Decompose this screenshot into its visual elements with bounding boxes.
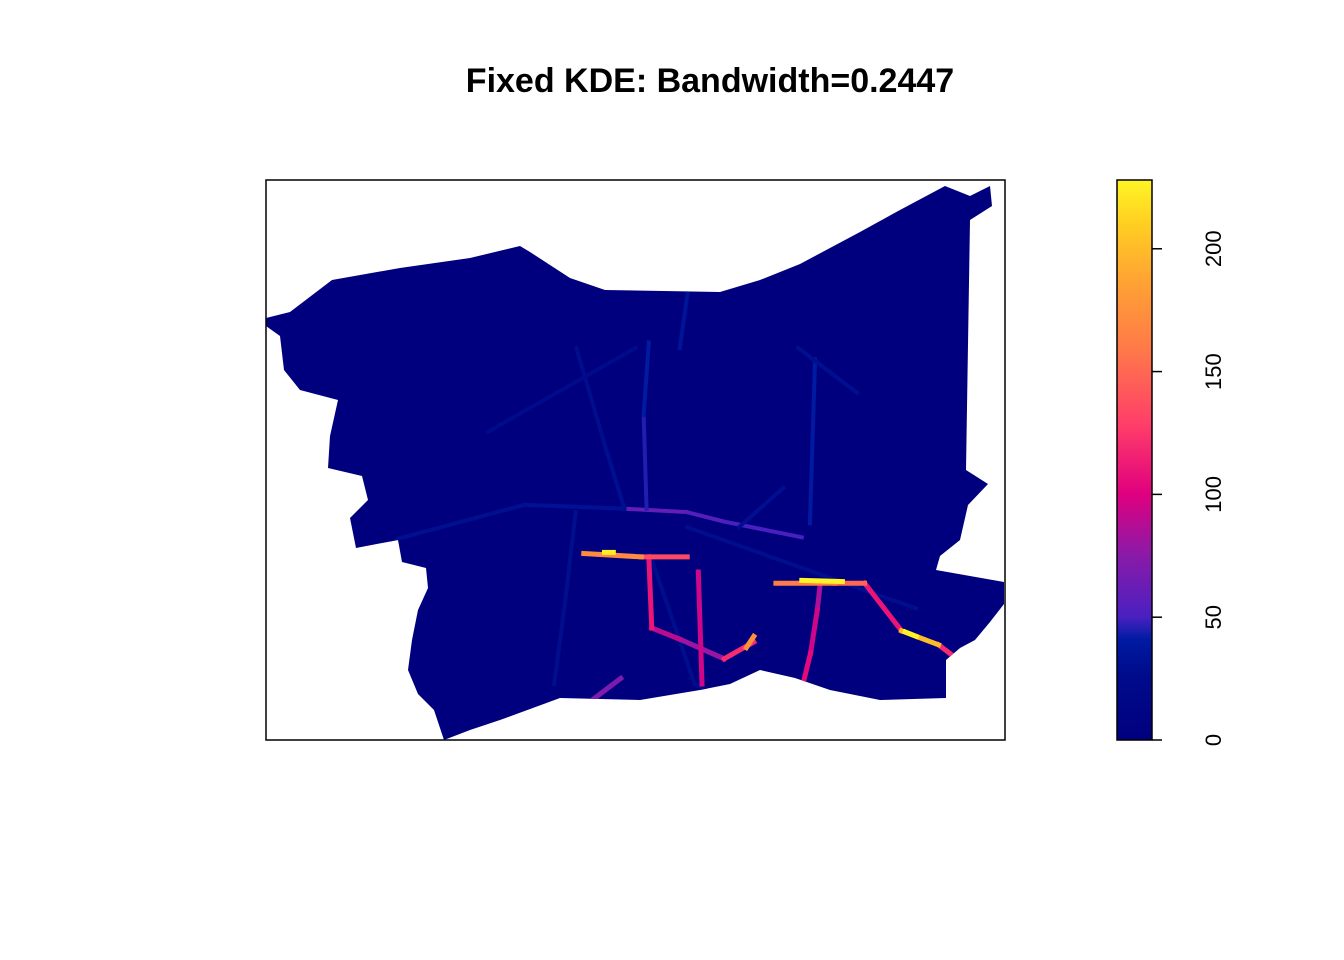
plot-frame [265,179,1006,741]
legend-colorbar: 0 50 100 150 200 [1116,179,1226,746]
colorbar-ticks: 0 50 100 150 200 [1152,230,1226,746]
road-segment [691,681,794,740]
chart-title: Fixed KDE: Bandwidth=0.2447 [466,62,954,100]
colorbar-tick-label: 150 [1201,353,1226,390]
road-segment [807,357,818,526]
road-segment [684,509,727,525]
density-map [266,186,1004,740]
road-segment [622,506,689,515]
road-segment [573,345,609,452]
hotspot-segment [799,577,845,585]
hotspot-segment [581,550,645,560]
study-region [266,186,1004,740]
road-segment [551,597,568,687]
hotspot-segment [901,628,920,640]
hotspot-segment [695,569,705,687]
hotspot-segment [814,580,824,613]
hotspot-segment [853,702,883,733]
road-segment [795,345,861,396]
colorbar-tick-label: 100 [1201,476,1226,513]
hotspot-segment [543,708,580,727]
hotspot-segment [765,691,809,716]
hotspot-segment [742,632,758,652]
road-segment [641,340,651,418]
hotspot-segment [861,579,906,635]
road-segment [647,552,698,687]
road-segment [563,509,578,603]
hotspot-segment [648,624,684,643]
colorbar-tick-label: 50 [1201,605,1226,629]
colorbar-tick-label: 0 [1201,734,1226,746]
road-segment [736,485,787,531]
road-segment [484,345,639,435]
road-segment [684,524,919,611]
road-segment [522,502,627,511]
hotspot-segment [646,554,655,631]
road-segment [721,519,805,540]
road-segment [641,413,649,511]
colorbar-gradient [1116,179,1153,741]
colorbar-tick-label: 200 [1201,230,1226,267]
hotspot-segment [807,607,821,656]
road-segment [396,502,528,541]
road-segment [603,446,627,512]
